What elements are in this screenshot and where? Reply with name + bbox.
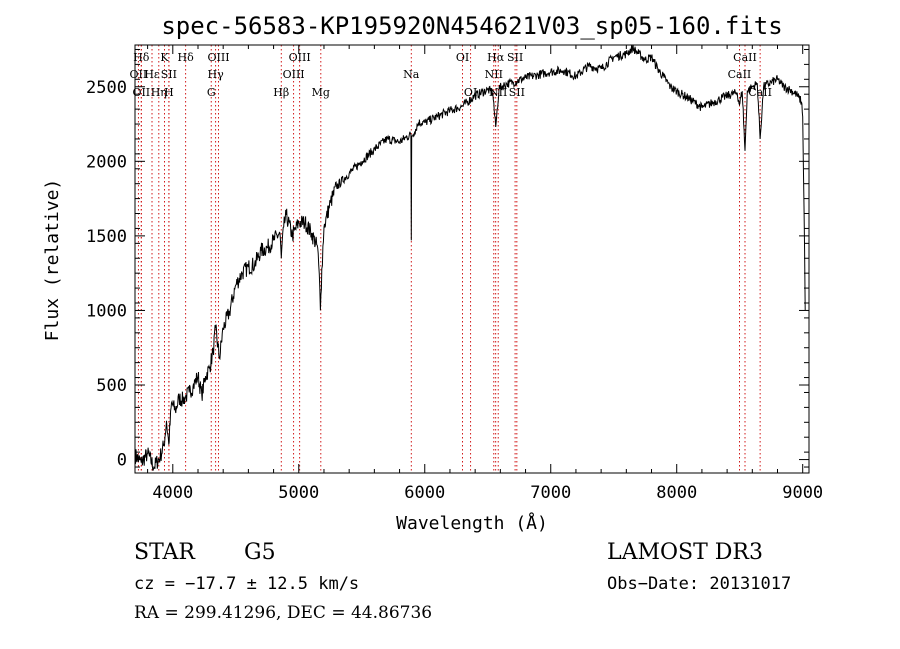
line-label: OII: [132, 86, 150, 99]
line-label: SII: [161, 68, 177, 81]
emission-line-markers: [137, 45, 761, 473]
y-tick-label: 1000: [86, 301, 127, 321]
survey-name: LAMOST DR3: [607, 540, 763, 565]
line-label: CaII: [728, 68, 752, 81]
line-label: K: [160, 51, 169, 64]
line-label: Hβ: [273, 86, 289, 99]
x-tick-label: 5000: [278, 483, 319, 503]
line-label: Hδ: [133, 51, 150, 64]
axis-ticks: 4000 5000 6000 7000 8000 9000 0 500 1000 1500 2000…: [86, 45, 823, 503]
spectrum-line: [134, 44, 806, 471]
line-label: G: [207, 86, 216, 99]
x-tick-label: 8000: [656, 483, 697, 503]
x-tick-label: 9000: [782, 483, 823, 503]
line-label: H: [164, 86, 174, 99]
line-label: Hγ: [208, 68, 225, 81]
y-axis-label: Flux (relative): [42, 179, 63, 342]
y-tick-label: 500: [96, 376, 127, 396]
y-tick-label: 2000: [86, 152, 127, 172]
line-label: OIII: [289, 51, 311, 64]
y-tick-label: 1500: [86, 227, 127, 247]
line-label: Mg: [312, 86, 330, 99]
x-tick-label: 6000: [404, 483, 445, 503]
line-label: NII: [485, 68, 503, 81]
line-label: Hε: [144, 68, 160, 81]
line-label: OIII: [283, 68, 305, 81]
line-label: SII: [509, 86, 525, 99]
x-tick-label: 4000: [152, 483, 193, 503]
line-label: CaII: [733, 51, 757, 64]
y-tick-label: 0: [117, 451, 127, 471]
line-label: OII: [130, 68, 148, 81]
x-tick-label: 7000: [530, 483, 571, 503]
line-label: Hδ: [178, 51, 195, 64]
line-label: Hη: [151, 86, 167, 99]
line-label: Hα: [487, 51, 505, 64]
coordinates: RA = 299.41296, DEC = 44.86736: [134, 603, 433, 623]
line-label: OIII: [207, 51, 229, 64]
object-subclass: G5: [244, 540, 276, 565]
line-label: OI: [456, 51, 469, 64]
redshift-velocity: cz = −17.7 ± 12.5 km/s: [134, 574, 360, 594]
x-axis-label: Wavelength (Å): [396, 512, 548, 534]
plot-frame: [134, 44, 810, 474]
y-tick-label: 2500: [86, 78, 127, 98]
observation-date: Obs−Date: 20131017: [607, 574, 792, 594]
object-class: STAR: [134, 540, 195, 565]
line-label: SII: [507, 51, 523, 64]
chart-title: spec-56583-KP195920N454621V03_sp05-160.f…: [161, 12, 782, 40]
line-label: Na: [403, 68, 420, 81]
